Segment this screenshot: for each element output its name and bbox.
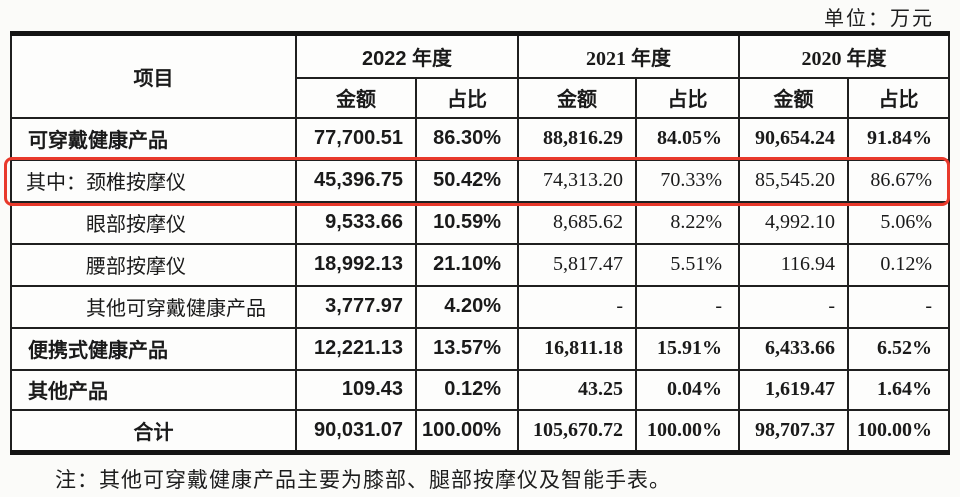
cell-2020-ratio: 91.84%	[847, 116, 950, 161]
header-ratio-2021: 占比	[635, 76, 740, 119]
table-row-wearable: 可穿戴健康产品 77,700.51 86.30% 88,816.29 84.05…	[10, 116, 950, 161]
cell-2022-ratio: 0.12%	[415, 368, 519, 411]
table-row-eye-massager: 眼部按摩仪 9,533.66 10.59% 8,685.62 8.22% 4,9…	[10, 200, 950, 245]
cell-2022-ratio: 10.59%	[415, 200, 519, 245]
cell-2021-amount: 88,816.29	[517, 116, 637, 161]
cell-2021-amount: 5,817.47	[517, 242, 637, 287]
footnote: 注：其他可穿戴健康产品主要为膝部、腿部按摩仪及智能手表。	[55, 468, 671, 492]
revenue-table: 项目 2022 年度 2021 年度 2020 年度 金额 占比 金额 占比 金…	[10, 31, 950, 455]
table-row-neck-massager-highlighted: 其中：颈椎按摩仪 45,396.75 50.42% 74,313.20 70.3…	[10, 158, 950, 203]
cell-2022-ratio: 86.30%	[415, 116, 519, 161]
cell-2021-ratio: 0.04%	[635, 368, 740, 411]
cell-2021-ratio: 5.51%	[635, 242, 740, 287]
cell-2020-ratio: 100.00%	[847, 408, 950, 454]
header-amount-2022: 金额	[295, 76, 417, 119]
cell-2021-ratio: 70.33%	[635, 158, 740, 203]
header-amount-2020: 金额	[738, 76, 849, 119]
header-amount-2021: 金额	[517, 76, 637, 119]
cell-2020-ratio: 86.67%	[847, 158, 950, 203]
cell-2020-amount: -	[738, 284, 849, 329]
unit-label: 单位：万元	[824, 8, 934, 30]
cell-2022-amount: 18,992.13	[295, 242, 417, 287]
cell-2021-ratio: 8.22%	[635, 200, 740, 245]
header-item: 项目	[10, 32, 297, 119]
cell-2021-ratio: -	[635, 284, 740, 329]
cell-2021-ratio: 84.05%	[635, 116, 740, 161]
header-row-metrics: 金额 占比 金额 占比 金额 占比	[11, 76, 950, 119]
row-label: 其他产品	[10, 368, 297, 411]
table-row-total: 合计 90,031.07 100.00% 105,670.72 100.00% …	[10, 408, 950, 454]
cell-2022-ratio: 21.10%	[415, 242, 519, 287]
cell-2021-ratio: 15.91%	[635, 326, 740, 371]
header-year-2020: 2020 年度	[738, 32, 950, 79]
cell-2022-amount: 90,031.07	[295, 408, 417, 454]
cell-2022-amount: 77,700.51	[295, 116, 417, 161]
header-ratio-2022: 占比	[415, 76, 519, 119]
cell-2020-ratio: 6.52%	[847, 326, 950, 371]
cell-2022-ratio: 4.20%	[415, 284, 519, 329]
cell-2021-amount: 74,313.20	[517, 158, 637, 203]
row-label: 可穿戴健康产品	[10, 116, 297, 161]
cell-2022-amount: 45,396.75	[295, 158, 417, 203]
header-year-2021: 2021 年度	[517, 32, 740, 79]
table-row-portable: 便携式健康产品 12,221.13 13.57% 16,811.18 15.91…	[10, 326, 950, 371]
cell-2021-amount: 105,670.72	[517, 408, 637, 454]
cell-2020-amount: 116.94	[738, 242, 849, 287]
header-row-years: 项目 2022 年度 2021 年度 2020 年度	[10, 32, 950, 119]
table-row-other-products: 其他产品 109.43 0.12% 43.25 0.04% 1,619.47 1…	[10, 368, 950, 411]
cell-2020-amount: 98,707.37	[738, 408, 849, 454]
cell-2022-ratio: 13.57%	[415, 326, 519, 371]
cell-2020-ratio: 5.06%	[847, 200, 950, 245]
table-row-waist-massager: 腰部按摩仪 18,992.13 21.10% 5,817.47 5.51% 11…	[10, 242, 950, 287]
cell-2020-amount: 6,433.66	[738, 326, 849, 371]
table-row-other-wearable: 其他可穿戴健康产品 3,777.97 4.20% - - - -	[10, 284, 950, 329]
cell-2021-amount: 16,811.18	[517, 326, 637, 371]
cell-2020-amount: 1,619.47	[738, 368, 849, 411]
cell-2020-amount: 90,654.24	[738, 116, 849, 161]
row-label: 眼部按摩仪	[10, 200, 297, 245]
header-ratio-2020: 占比	[847, 76, 950, 119]
row-label: 合计	[10, 408, 297, 454]
cell-2022-amount: 109.43	[295, 368, 417, 411]
header-year-2022: 2022 年度	[295, 32, 519, 79]
cell-2020-amount: 85,545.20	[738, 158, 849, 203]
cell-2020-ratio: 0.12%	[847, 242, 950, 287]
cell-2022-amount: 12,221.13	[295, 326, 417, 371]
cell-2021-amount: -	[517, 284, 637, 329]
cell-2020-ratio: 1.64%	[847, 368, 950, 411]
cell-2022-ratio: 50.42%	[415, 158, 519, 203]
cell-2022-amount: 3,777.97	[295, 284, 417, 329]
row-label: 其中：颈椎按摩仪	[10, 158, 297, 203]
cell-2020-amount: 4,992.10	[738, 200, 849, 245]
cell-2022-ratio: 100.00%	[415, 408, 519, 454]
cell-2021-amount: 8,685.62	[517, 200, 637, 245]
row-label: 便携式健康产品	[10, 326, 297, 371]
row-label: 其他可穿戴健康产品	[10, 284, 297, 329]
cell-2020-ratio: -	[847, 284, 950, 329]
cell-2021-ratio: 100.00%	[635, 408, 740, 454]
row-label: 腰部按摩仪	[10, 242, 297, 287]
cell-2021-amount: 43.25	[517, 368, 637, 411]
cell-2022-amount: 9,533.66	[295, 200, 417, 245]
